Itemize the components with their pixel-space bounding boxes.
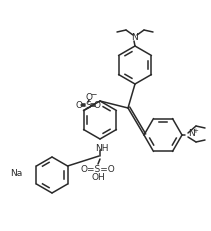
Text: +: + bbox=[192, 128, 198, 134]
Text: O: O bbox=[93, 100, 100, 109]
Text: N: N bbox=[188, 130, 195, 139]
Text: O: O bbox=[76, 100, 83, 109]
Text: NH: NH bbox=[95, 144, 109, 153]
Text: N: N bbox=[132, 33, 138, 43]
Text: Na: Na bbox=[10, 168, 22, 177]
Text: OH: OH bbox=[91, 173, 105, 182]
Text: O: O bbox=[85, 92, 92, 101]
Text: S: S bbox=[85, 100, 91, 109]
Text: O=S=O: O=S=O bbox=[81, 165, 115, 174]
Text: −: − bbox=[90, 91, 96, 100]
